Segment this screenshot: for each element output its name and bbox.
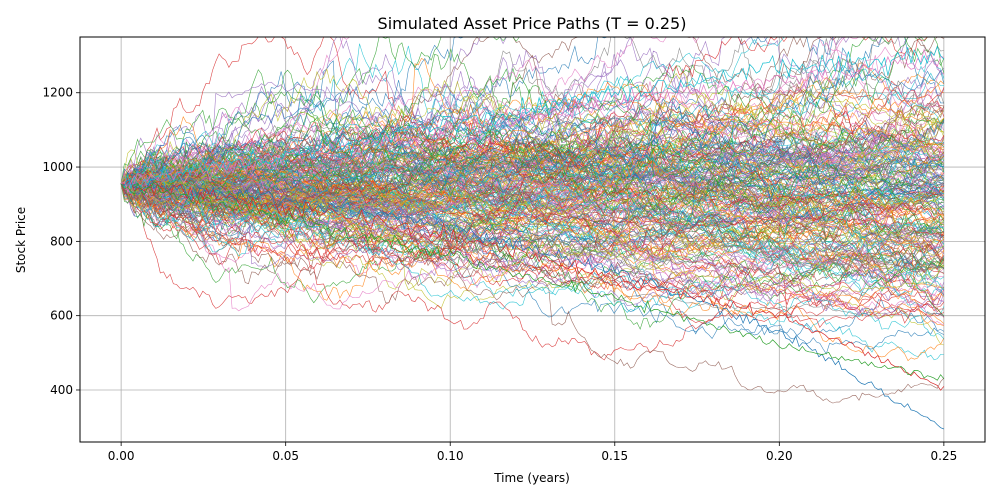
- price-path: [120, 107, 945, 232]
- price-path: [121, 123, 945, 243]
- price-path: [121, 81, 945, 198]
- x-tick-label: 0.10: [437, 449, 464, 463]
- price-path: [121, 171, 945, 255]
- price-path: [120, 167, 945, 243]
- price-path: [120, 178, 945, 272]
- y-tick-label: 800: [50, 234, 73, 248]
- y-tick-label: 1000: [42, 160, 73, 174]
- price-path: [120, 140, 945, 268]
- price-path-extreme: [120, 48, 944, 193]
- price-path: [120, 182, 945, 320]
- y-tick-label: 600: [50, 309, 73, 323]
- price-path: [121, 61, 945, 246]
- x-tick-label: 0.25: [931, 449, 958, 463]
- price-path-extreme: [120, 181, 945, 381]
- price-path: [120, 69, 945, 189]
- price-path: [120, 183, 945, 328]
- price-paths: [120, 36, 945, 430]
- price-path: [121, 134, 944, 213]
- price-path: [120, 157, 945, 232]
- price-path: [120, 181, 944, 263]
- y-tick-label: 400: [50, 383, 73, 397]
- price-path: [120, 180, 945, 272]
- price-path: [120, 172, 945, 326]
- y-axis-title: Stock Price: [14, 207, 28, 273]
- price-path-extreme: [120, 45, 945, 190]
- price-path: [120, 83, 945, 193]
- price-path: [120, 145, 945, 223]
- y-tick-label: 1200: [42, 86, 73, 100]
- price-path: [120, 36, 945, 207]
- x-tick-label: 0.20: [766, 449, 793, 463]
- price-path-extreme: [120, 180, 945, 391]
- price-path: [120, 132, 944, 265]
- x-axis-title: Time (years): [493, 471, 570, 485]
- price-path: [120, 140, 945, 291]
- price-path: [120, 183, 945, 304]
- price-path: [121, 115, 945, 217]
- price-path: [120, 180, 945, 243]
- price-path-extreme: [120, 176, 945, 430]
- price-path: [120, 155, 945, 298]
- price-path: [121, 176, 945, 293]
- price-path: [120, 100, 945, 194]
- x-tick-label: 0.00: [108, 449, 135, 463]
- price-path: [120, 147, 945, 205]
- price-path: [120, 177, 945, 304]
- chart-title: Simulated Asset Price Paths (T = 0.25): [378, 14, 687, 33]
- price-path: [121, 116, 945, 236]
- price-path: [121, 140, 945, 221]
- price-path: [120, 109, 944, 196]
- price-path: [120, 160, 944, 243]
- price-path: [120, 106, 945, 225]
- price-path: [120, 43, 945, 196]
- price-path: [120, 151, 945, 268]
- price-path: [121, 109, 944, 204]
- x-tick-label: 0.05: [272, 449, 299, 463]
- price-path: [120, 36, 944, 215]
- plot-frame: [79, 36, 986, 443]
- price-path: [120, 36, 944, 190]
- price-path: [120, 121, 945, 225]
- price-path: [120, 88, 945, 194]
- price-path: [120, 140, 945, 272]
- price-path: [121, 88, 945, 224]
- price-path: [120, 179, 945, 315]
- y-axis: 400 600 800 1000 1200: [42, 86, 80, 397]
- x-tick-label: 0.15: [601, 449, 628, 463]
- price-path: [121, 80, 945, 202]
- price-path: [120, 183, 945, 340]
- price-path: [120, 173, 945, 265]
- x-axis: 0.00 0.05 0.10 0.15 0.20 0.25: [108, 442, 957, 463]
